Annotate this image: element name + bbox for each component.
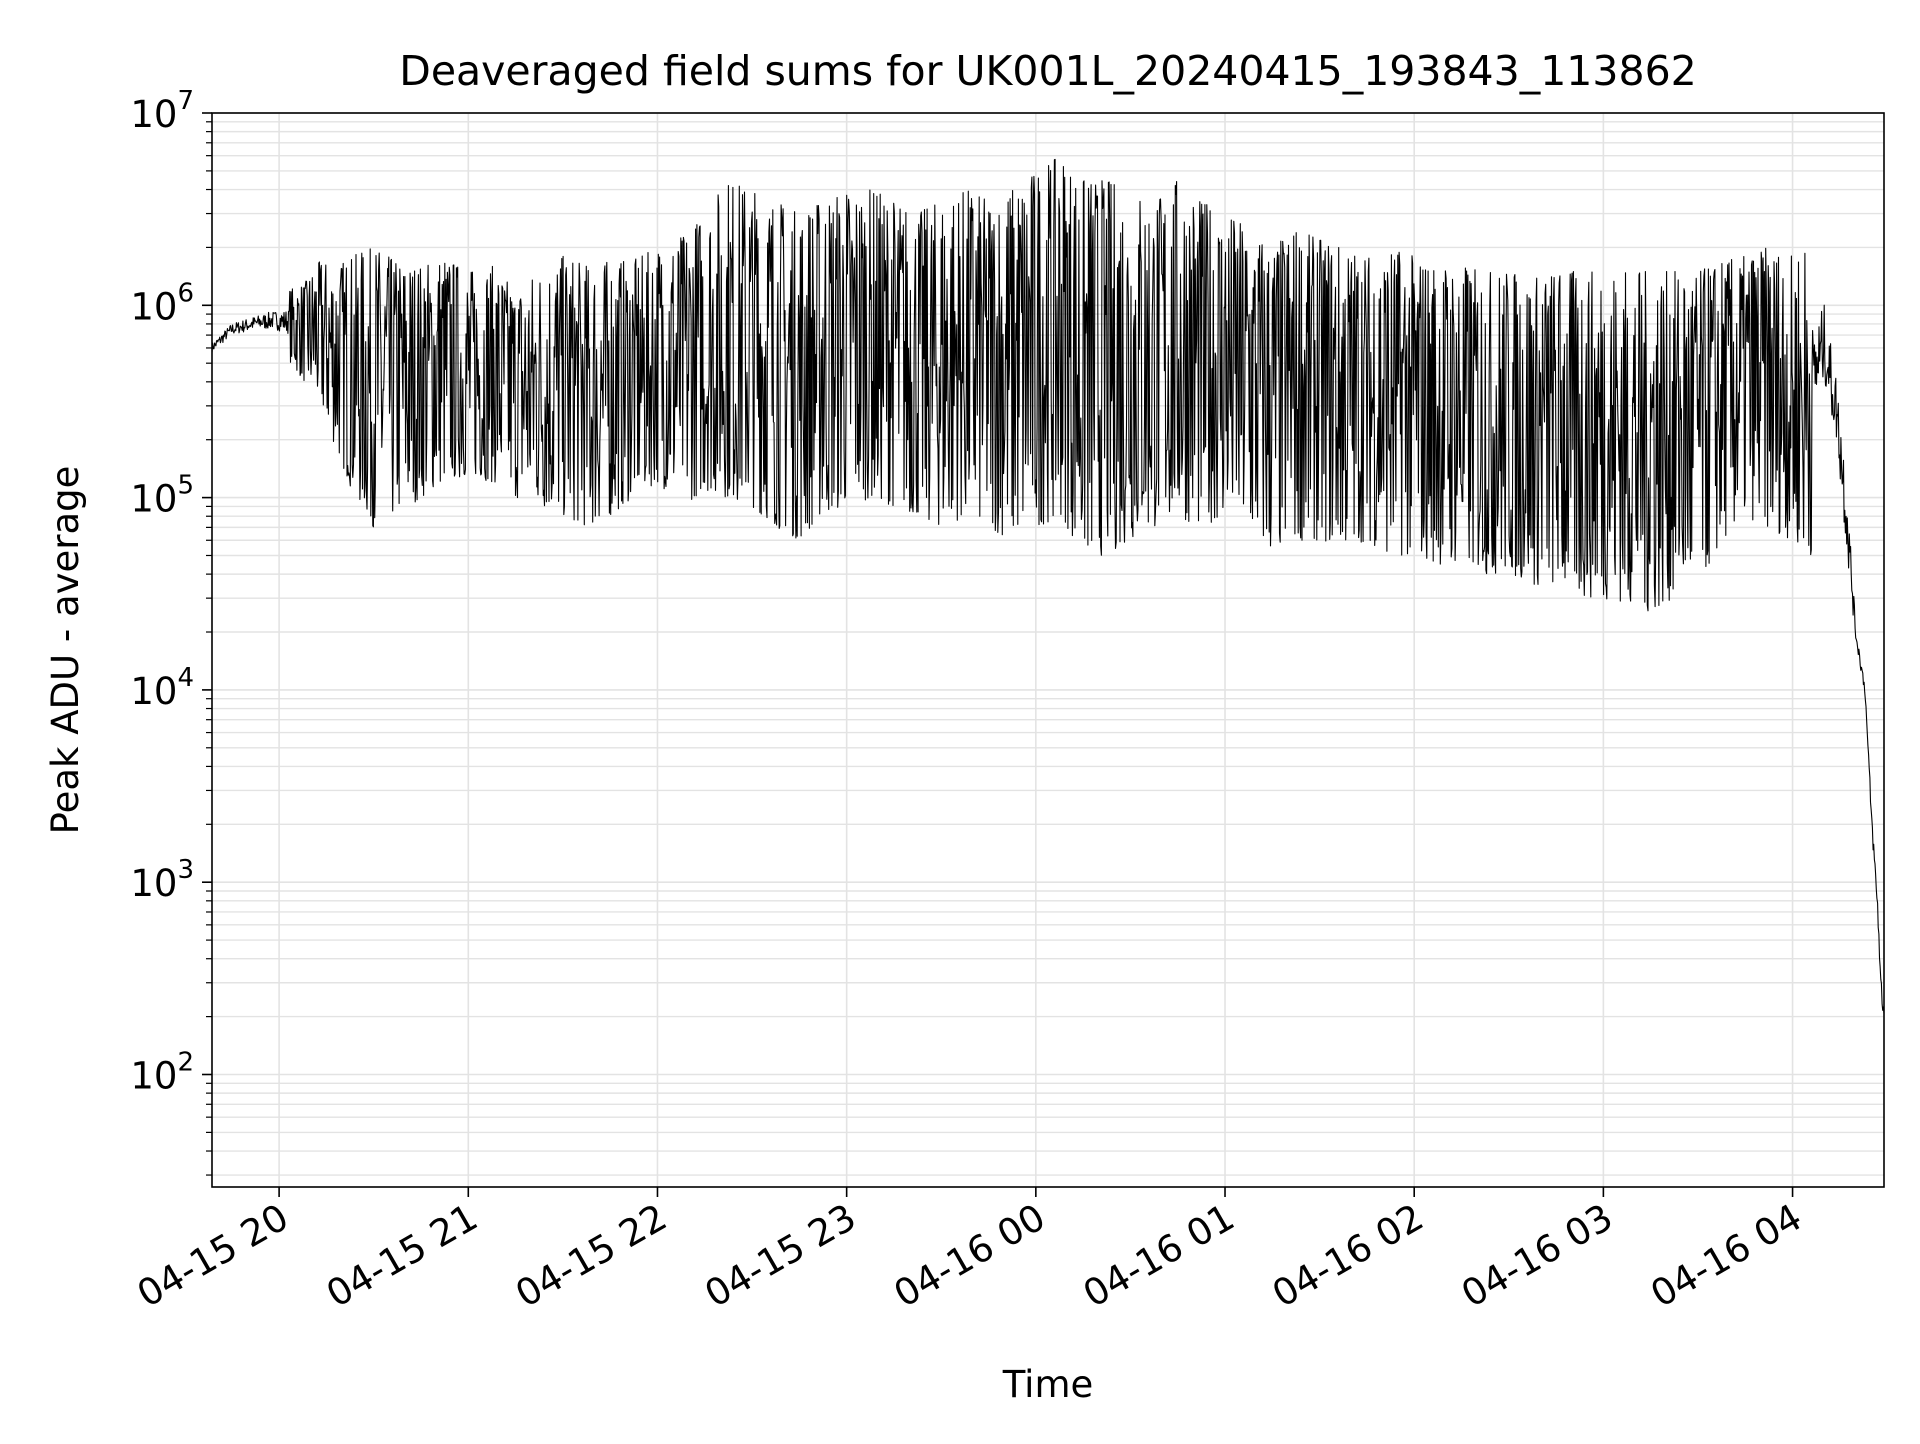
series-line [212,158,1884,1014]
x-axis-label: Time [1002,1363,1094,1406]
chart-title: Deaveraged field sums for UK001L_2024041… [399,47,1697,95]
y-tick-label: 104 [130,663,194,713]
y-tick-label: 107 [130,86,194,136]
y-axis-label: Peak ADU - average [44,466,87,835]
y-tick-label: 106 [130,278,194,328]
plot-frame [211,112,1885,1188]
y-tick-label: 102 [130,1047,194,1097]
y-tick-label: 105 [130,471,194,521]
grid-layer [212,112,1884,1187]
series-layer [212,158,1884,1014]
y-tick-label: 103 [130,855,194,905]
